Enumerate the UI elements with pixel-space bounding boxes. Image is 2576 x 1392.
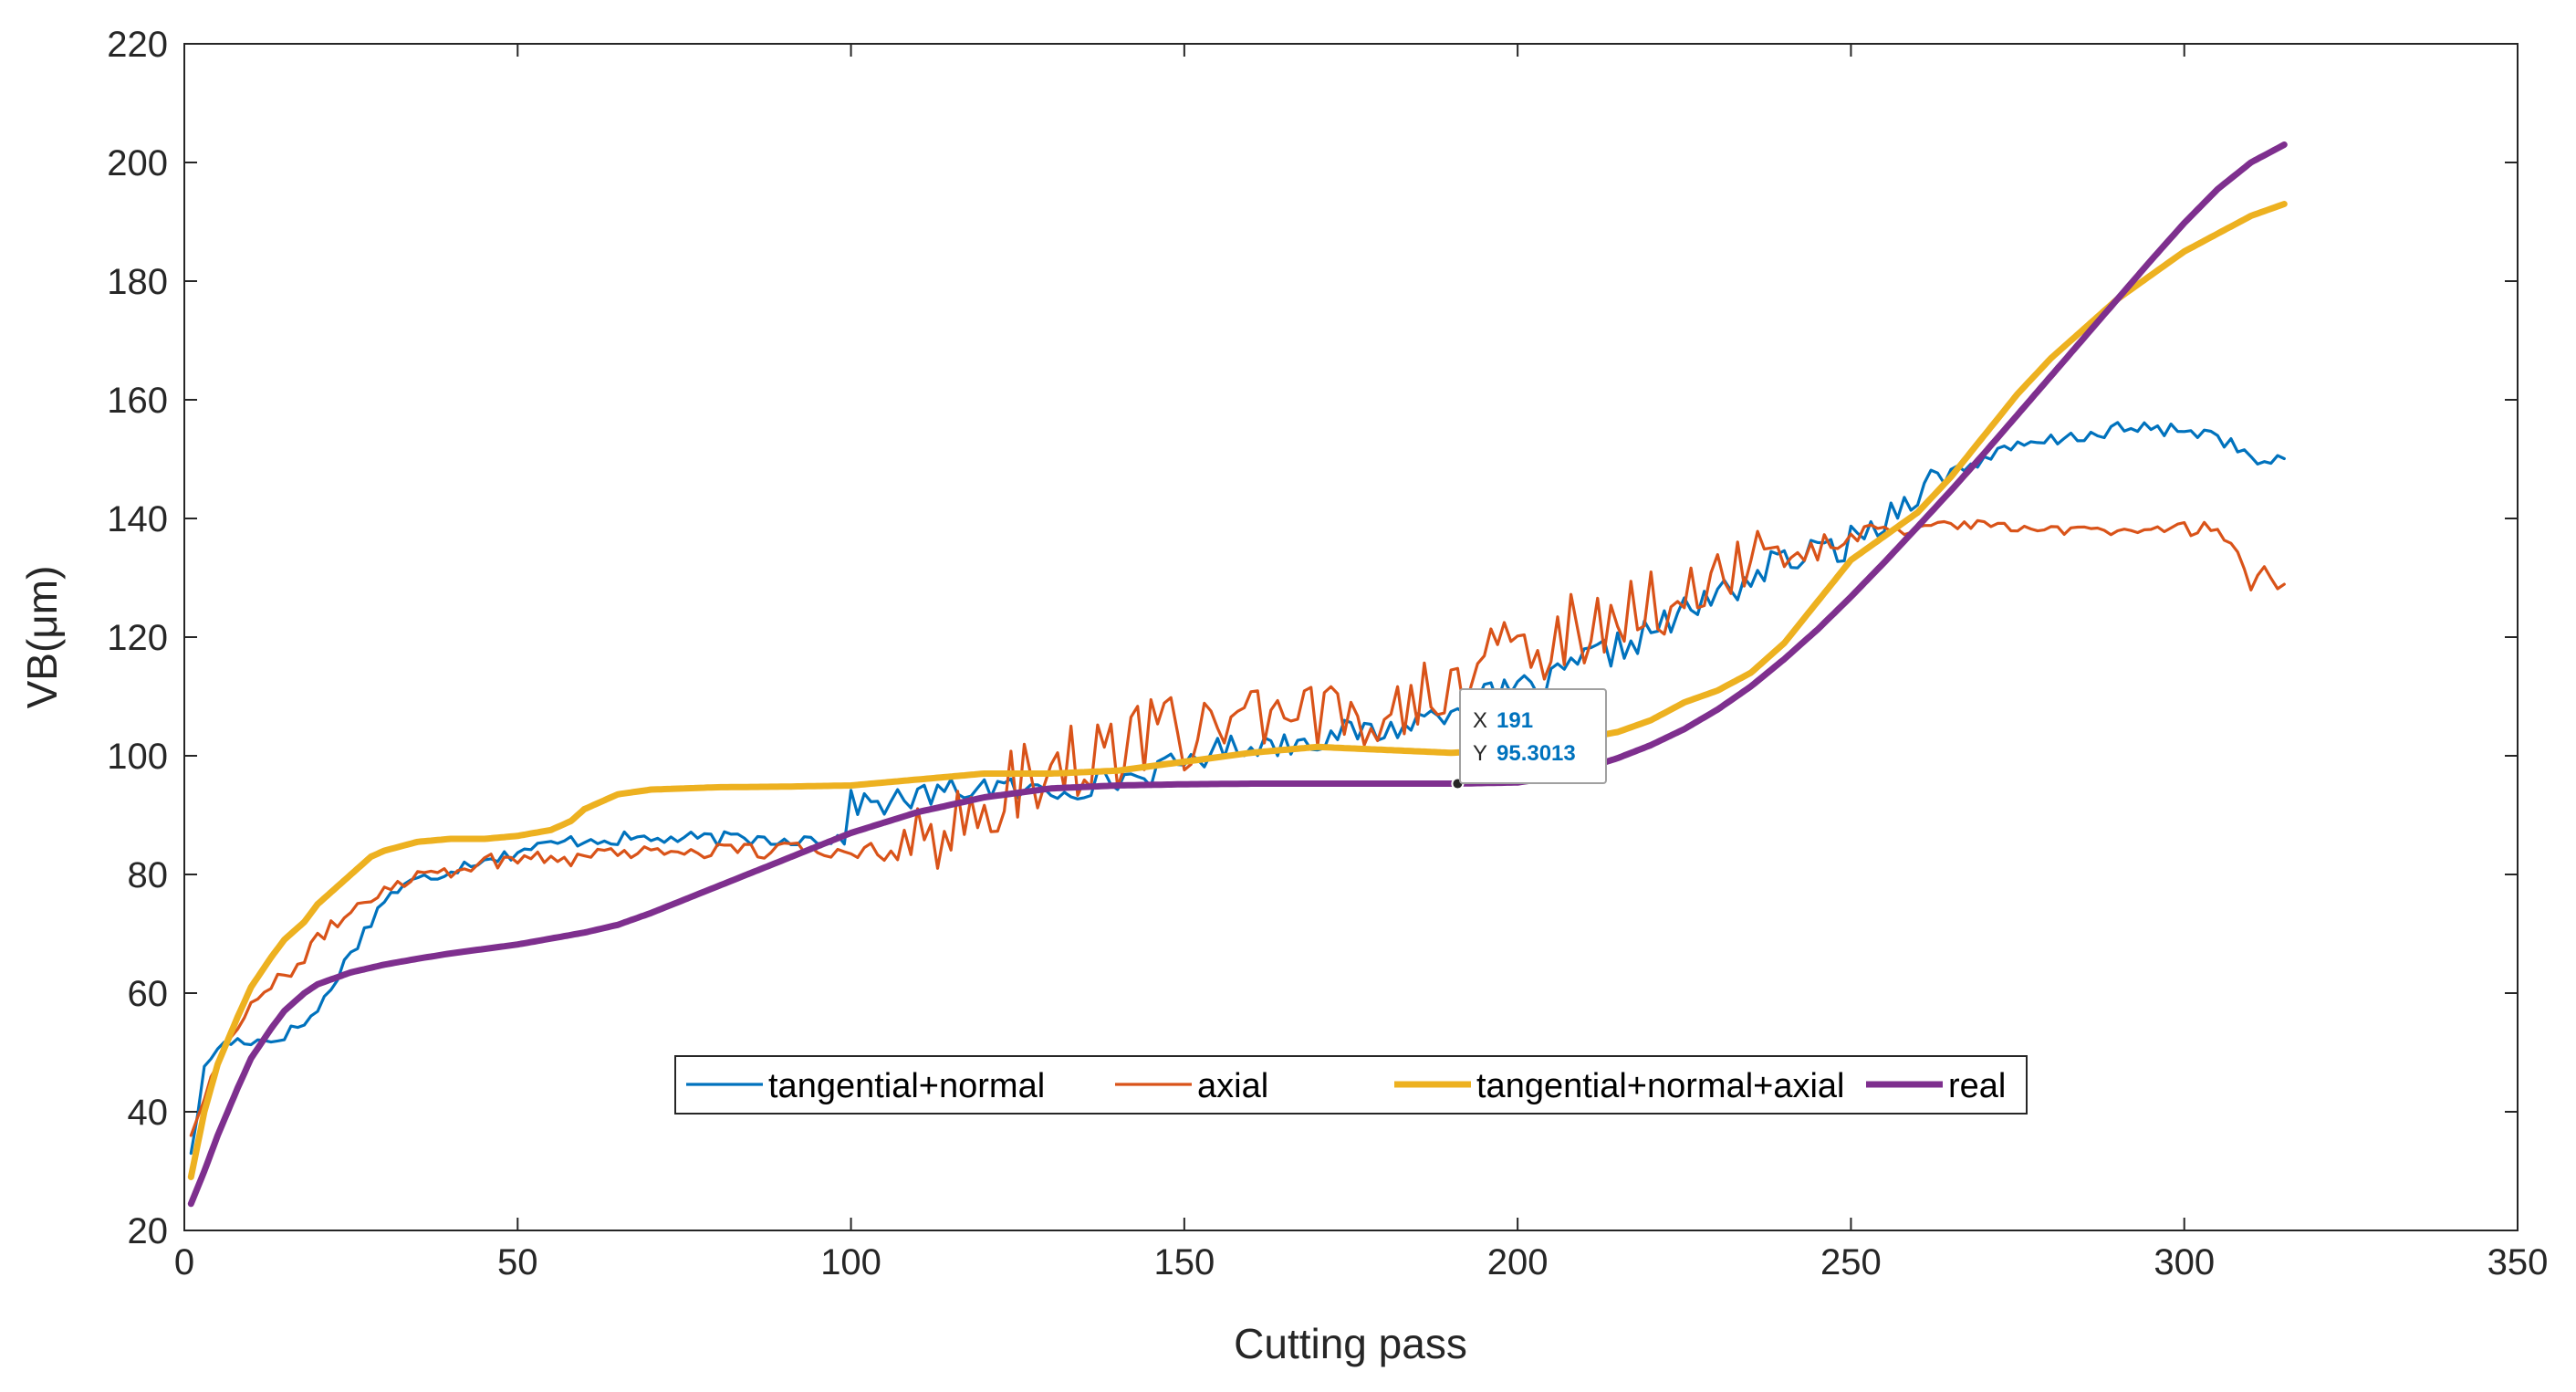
data-tip-y-key: Y [1473,741,1487,766]
y-tick-label: 140 [107,499,168,539]
y-tick-labels: 20 40 60 80 100 120 140 160 180 200 220 [107,25,168,1251]
y-tick-label: 160 [107,381,168,421]
data-tip-y-value: 95.3013 [1497,741,1576,766]
legend[interactable]: tangential+normal axial tangential+normal+… [674,1055,2028,1115]
y-tick-label: 220 [107,25,168,65]
y-tick-label: 200 [107,143,168,183]
y-tick-label: 80 [128,855,169,895]
x-tick-label: 300 [2154,1242,2215,1282]
data-tip-box [1459,688,1607,784]
legend-label: tangential+normal [768,1067,1045,1105]
legend-label: real [1948,1067,2006,1105]
x-tick-label: 200 [1487,1242,1549,1282]
legend-box [674,1055,2028,1115]
y-tick-label: 100 [107,737,168,777]
x-tick-label: 150 [1153,1242,1215,1282]
y-tick-label: 40 [128,1093,169,1133]
y-tick-label: 20 [128,1211,169,1251]
axis-ticks [183,43,2519,1231]
x-tick-label: 50 [497,1242,538,1282]
legend-entries: tangential+normal axial tangential+normal+… [686,1067,2006,1105]
x-tick-label: 250 [1820,1242,1882,1282]
x-tick-label: 350 [2487,1242,2549,1282]
series-line-axial[interactable] [189,518,2286,1137]
data-tip-x-key: X [1473,708,1487,733]
data-tip[interactable]: X 191 Y 95.3013 [1451,688,1607,790]
legend-label: axial [1197,1067,1268,1105]
y-tick-label: 180 [107,262,168,302]
legend-label: tangential+normal+axial [1476,1067,1845,1105]
x-tick-label: 0 [174,1242,194,1282]
series-line-tangential-normal-axial[interactable] [187,201,2288,1180]
series-line-real[interactable] [187,141,2288,1208]
series-layer [187,141,2288,1208]
y-tick-label: 60 [128,974,169,1014]
y-axis-label: VB(μm) [18,566,66,709]
data-tip-x-value: 191 [1497,708,1533,733]
x-tick-label: 100 [820,1242,881,1282]
x-tick-labels: 0 50 100 150 200 250 300 350 [174,1242,2549,1282]
x-axis-label: Cutting pass [1234,1320,1467,1367]
y-tick-label: 120 [107,618,168,658]
